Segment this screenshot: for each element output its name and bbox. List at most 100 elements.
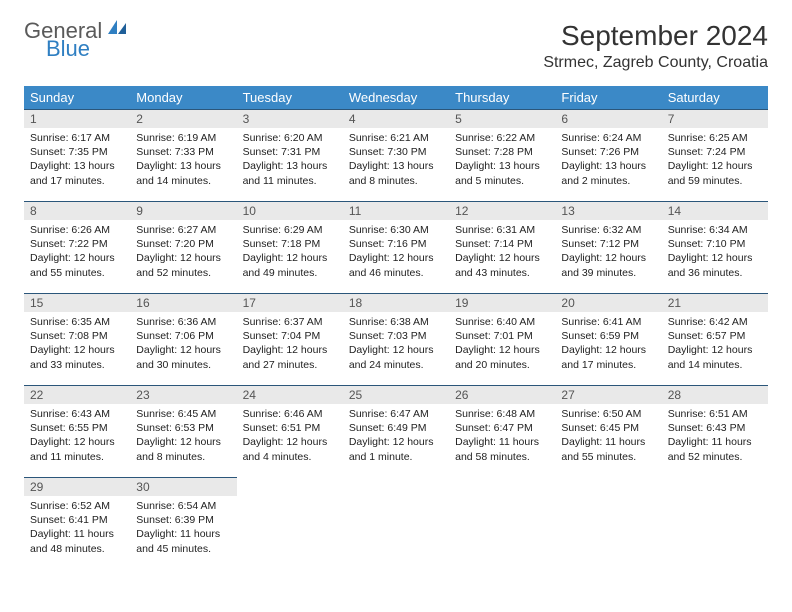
- weekday-header: Saturday: [662, 86, 768, 109]
- day-number: 6: [555, 109, 661, 128]
- day-number: 7: [662, 109, 768, 128]
- sunrise-line: Sunrise: 6:41 AM: [561, 315, 655, 329]
- sunset-line: Sunset: 7:06 PM: [136, 329, 230, 343]
- calendar-row: 8Sunrise: 6:26 AMSunset: 7:22 PMDaylight…: [24, 201, 768, 293]
- calendar-cell: 27Sunrise: 6:50 AMSunset: 6:45 PMDayligh…: [555, 385, 661, 477]
- day-body: Sunrise: 6:46 AMSunset: 6:51 PMDaylight:…: [237, 404, 343, 470]
- day-body: Sunrise: 6:25 AMSunset: 7:24 PMDaylight:…: [662, 128, 768, 194]
- day-body: Sunrise: 6:26 AMSunset: 7:22 PMDaylight:…: [24, 220, 130, 286]
- daylight-line: Daylight: 13 hours and 11 minutes.: [243, 159, 337, 187]
- day-number: 30: [130, 477, 236, 496]
- daylight-line: Daylight: 12 hours and 30 minutes.: [136, 343, 230, 371]
- calendar-cell: 9Sunrise: 6:27 AMSunset: 7:20 PMDaylight…: [130, 201, 236, 293]
- day-body: Sunrise: 6:19 AMSunset: 7:33 PMDaylight:…: [130, 128, 236, 194]
- sunset-line: Sunset: 7:04 PM: [243, 329, 337, 343]
- daylight-line: Daylight: 12 hours and 36 minutes.: [668, 251, 762, 279]
- day-body: Sunrise: 6:35 AMSunset: 7:08 PMDaylight:…: [24, 312, 130, 378]
- day-number: 9: [130, 201, 236, 220]
- day-body: Sunrise: 6:38 AMSunset: 7:03 PMDaylight:…: [343, 312, 449, 378]
- calendar-cell: 17Sunrise: 6:37 AMSunset: 7:04 PMDayligh…: [237, 293, 343, 385]
- sunset-line: Sunset: 7:28 PM: [455, 145, 549, 159]
- day-body: Sunrise: 6:20 AMSunset: 7:31 PMDaylight:…: [237, 128, 343, 194]
- day-body: Sunrise: 6:32 AMSunset: 7:12 PMDaylight:…: [555, 220, 661, 286]
- day-number: 19: [449, 293, 555, 312]
- calendar-cell: 1Sunrise: 6:17 AMSunset: 7:35 PMDaylight…: [24, 109, 130, 201]
- daylight-line: Daylight: 12 hours and 39 minutes.: [561, 251, 655, 279]
- daylight-line: Daylight: 13 hours and 2 minutes.: [561, 159, 655, 187]
- sunset-line: Sunset: 7:03 PM: [349, 329, 443, 343]
- calendar-cell: [237, 477, 343, 569]
- weekday-header: Monday: [130, 86, 236, 109]
- calendar-cell: 29Sunrise: 6:52 AMSunset: 6:41 PMDayligh…: [24, 477, 130, 569]
- calendar-cell: 26Sunrise: 6:48 AMSunset: 6:47 PMDayligh…: [449, 385, 555, 477]
- daylight-line: Daylight: 12 hours and 14 minutes.: [668, 343, 762, 371]
- sunset-line: Sunset: 7:35 PM: [30, 145, 124, 159]
- day-number: 28: [662, 385, 768, 404]
- sunrise-line: Sunrise: 6:17 AM: [30, 131, 124, 145]
- day-body: Sunrise: 6:17 AMSunset: 7:35 PMDaylight:…: [24, 128, 130, 194]
- sunrise-line: Sunrise: 6:20 AM: [243, 131, 337, 145]
- daylight-line: Daylight: 12 hours and 27 minutes.: [243, 343, 337, 371]
- daylight-line: Daylight: 12 hours and 24 minutes.: [349, 343, 443, 371]
- daylight-line: Daylight: 12 hours and 1 minute.: [349, 435, 443, 463]
- sunset-line: Sunset: 6:55 PM: [30, 421, 124, 435]
- day-body: Sunrise: 6:40 AMSunset: 7:01 PMDaylight:…: [449, 312, 555, 378]
- day-body: Sunrise: 6:24 AMSunset: 7:26 PMDaylight:…: [555, 128, 661, 194]
- calendar-cell: 12Sunrise: 6:31 AMSunset: 7:14 PMDayligh…: [449, 201, 555, 293]
- sunrise-line: Sunrise: 6:45 AM: [136, 407, 230, 421]
- day-body: Sunrise: 6:48 AMSunset: 6:47 PMDaylight:…: [449, 404, 555, 470]
- weekday-header: Friday: [555, 86, 661, 109]
- calendar-cell: 10Sunrise: 6:29 AMSunset: 7:18 PMDayligh…: [237, 201, 343, 293]
- calendar-cell: 3Sunrise: 6:20 AMSunset: 7:31 PMDaylight…: [237, 109, 343, 201]
- sunrise-line: Sunrise: 6:31 AM: [455, 223, 549, 237]
- daylight-line: Daylight: 13 hours and 8 minutes.: [349, 159, 443, 187]
- day-body: Sunrise: 6:52 AMSunset: 6:41 PMDaylight:…: [24, 496, 130, 562]
- weekday-header: Thursday: [449, 86, 555, 109]
- calendar-cell: 24Sunrise: 6:46 AMSunset: 6:51 PMDayligh…: [237, 385, 343, 477]
- sunset-line: Sunset: 7:33 PM: [136, 145, 230, 159]
- daylight-line: Daylight: 12 hours and 43 minutes.: [455, 251, 549, 279]
- daylight-line: Daylight: 12 hours and 11 minutes.: [30, 435, 124, 463]
- sunset-line: Sunset: 7:31 PM: [243, 145, 337, 159]
- daylight-line: Daylight: 12 hours and 20 minutes.: [455, 343, 549, 371]
- day-number: 8: [24, 201, 130, 220]
- sunset-line: Sunset: 7:24 PM: [668, 145, 762, 159]
- daylight-line: Daylight: 12 hours and 59 minutes.: [668, 159, 762, 187]
- sunset-line: Sunset: 7:18 PM: [243, 237, 337, 251]
- sunrise-line: Sunrise: 6:37 AM: [243, 315, 337, 329]
- day-number: 3: [237, 109, 343, 128]
- weekday-header: Sunday: [24, 86, 130, 109]
- daylight-line: Daylight: 12 hours and 4 minutes.: [243, 435, 337, 463]
- logo-text: General Blue: [24, 20, 128, 60]
- day-number: 5: [449, 109, 555, 128]
- sunrise-line: Sunrise: 6:48 AM: [455, 407, 549, 421]
- sunset-line: Sunset: 6:47 PM: [455, 421, 549, 435]
- day-number: 10: [237, 201, 343, 220]
- day-body: Sunrise: 6:21 AMSunset: 7:30 PMDaylight:…: [343, 128, 449, 194]
- calendar-cell: 30Sunrise: 6:54 AMSunset: 6:39 PMDayligh…: [130, 477, 236, 569]
- sunrise-line: Sunrise: 6:43 AM: [30, 407, 124, 421]
- calendar-cell: 22 Sunrise: 6:43 AMSunset: 6:55 PMDayligh…: [24, 385, 130, 477]
- daylight-line: Daylight: 11 hours and 58 minutes.: [455, 435, 549, 463]
- daylight-line: Daylight: 12 hours and 52 minutes.: [136, 251, 230, 279]
- sunrise-line: Sunrise: 6:27 AM: [136, 223, 230, 237]
- sunset-line: Sunset: 7:30 PM: [349, 145, 443, 159]
- daylight-line: Daylight: 13 hours and 17 minutes.: [30, 159, 124, 187]
- daylight-line: Daylight: 13 hours and 5 minutes.: [455, 159, 549, 187]
- day-number: 24: [237, 385, 343, 404]
- day-number: 22: [24, 385, 130, 404]
- sunrise-line: Sunrise: 6:36 AM: [136, 315, 230, 329]
- calendar-cell: [555, 477, 661, 569]
- sunrise-line: Sunrise: 6:54 AM: [136, 499, 230, 513]
- day-number: 13: [555, 201, 661, 220]
- weekday-header: Wednesday: [343, 86, 449, 109]
- day-body: Sunrise: 6:22 AMSunset: 7:28 PMDaylight:…: [449, 128, 555, 194]
- header: General Blue September 2024 Strmec, Zagr…: [24, 20, 768, 72]
- sunrise-line: Sunrise: 6:25 AM: [668, 131, 762, 145]
- day-body: Sunrise: 6:29 AMSunset: 7:18 PMDaylight:…: [237, 220, 343, 286]
- day-body: Sunrise: 6:51 AMSunset: 6:43 PMDaylight:…: [662, 404, 768, 470]
- calendar-cell: 18Sunrise: 6:38 AMSunset: 7:03 PMDayligh…: [343, 293, 449, 385]
- sunset-line: Sunset: 6:51 PM: [243, 421, 337, 435]
- calendar-cell: 25Sunrise: 6:47 AMSunset: 6:49 PMDayligh…: [343, 385, 449, 477]
- day-number: 20: [555, 293, 661, 312]
